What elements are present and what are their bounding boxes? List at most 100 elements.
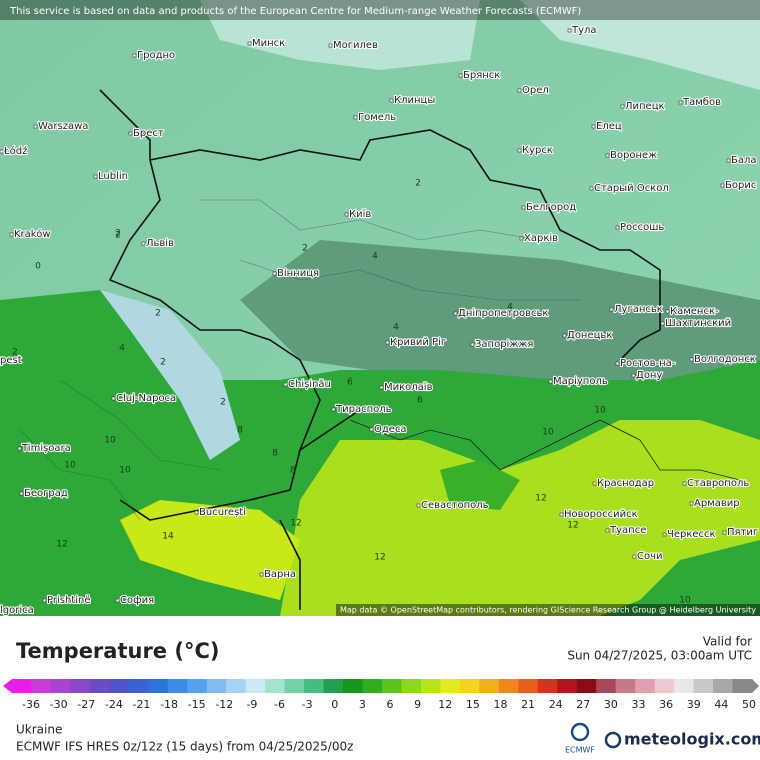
city-dot: [0, 149, 4, 154]
contour-label: 10: [679, 596, 691, 606]
city-label: Курск: [522, 145, 553, 156]
region: Ukraine: [16, 723, 62, 737]
colorbar-tick-label: 27: [576, 698, 590, 711]
city-label: Бала: [731, 155, 757, 166]
colorbar-swatch: [420, 679, 441, 693]
sea-area: [280, 420, 760, 616]
city-label: Орел: [522, 85, 549, 96]
colorbar-swatch: [265, 679, 286, 693]
city-dot: [453, 311, 458, 316]
colorbar-swatch: [557, 679, 578, 693]
city-dot: [283, 382, 288, 387]
city-dot: [470, 342, 475, 347]
city-label: Lublin: [98, 171, 128, 182]
city-label: Варна: [264, 569, 296, 580]
colorbar-swatch: [693, 679, 714, 693]
city-dot: [605, 528, 610, 533]
colorbar-swatch: [401, 679, 422, 693]
city-dot: [128, 131, 133, 136]
colorbar-swatch: [382, 679, 402, 693]
contour-label: 10: [119, 466, 131, 476]
city-label: Кривий Ріг: [390, 336, 446, 348]
brand[interactable]: meteologix.com: [624, 730, 760, 749]
city-dot: [132, 53, 137, 58]
hot-area: [120, 500, 300, 600]
city-dot: [689, 501, 694, 506]
city-dot: [720, 183, 725, 188]
mild-area: [240, 240, 760, 380]
city-label: Армавир: [694, 498, 740, 509]
contour-label: 4: [119, 344, 125, 354]
colorbar-swatch: [31, 679, 52, 693]
contour-label: 2: [115, 231, 121, 241]
contour-label: 12: [290, 519, 301, 529]
city-label: Київ: [349, 209, 371, 220]
city-label: Новороссийск: [564, 509, 638, 520]
contour-label: 6: [417, 396, 423, 406]
colorbar-tick-label: 18: [493, 698, 507, 711]
city-label: Ставрополь: [687, 478, 749, 489]
city-dot: [592, 481, 597, 486]
colorbar-swatch: [187, 679, 208, 693]
city-dot: [328, 43, 333, 48]
city-label: Шахтинский: [665, 318, 731, 329]
model-info: ECMWF IFS HRES 0z/12z (15 days) from 04/…: [16, 740, 353, 754]
colorbar-swatch: [226, 679, 247, 693]
city-dot: [548, 379, 553, 384]
colorbar-tick-label: 44: [714, 698, 728, 711]
city-label: Старый Оскол: [594, 183, 669, 194]
city-dot: [458, 73, 463, 78]
contour-label: 2: [160, 358, 166, 368]
colorbar-tick-label: -24: [105, 698, 123, 711]
city-label: pest: [0, 355, 22, 366]
colorbar-ticks: -36 -30 -27 -24 -21 -18 -15 -12 -9 -6 -3 0 3 6 9 12 15 18…: [22, 698, 756, 711]
city-dot: [344, 212, 349, 217]
city-dot: [689, 357, 694, 362]
city-label: Волгодонск: [694, 354, 756, 365]
city-dot: [660, 321, 665, 326]
colorbar-tick-label: 0: [331, 698, 338, 711]
contour-label: 12: [374, 553, 385, 563]
brand-logo[interactable]: [604, 731, 622, 749]
colorbar-tick-label: -12: [215, 698, 233, 711]
colorbar-swatch: [440, 679, 461, 693]
city-dot: [589, 186, 594, 191]
city-dot: [591, 124, 596, 129]
city-dot: [42, 598, 47, 603]
city-label: Запоріжжя: [475, 338, 533, 350]
city-label: Гомель: [358, 112, 396, 123]
colorbar-swatch: [674, 679, 695, 693]
attribution: Map data © OpenStreetMap contributors, r…: [340, 606, 756, 615]
colorbar-swatch: [635, 679, 656, 693]
valid-label: Valid for: [703, 635, 752, 649]
city-dot: [559, 512, 564, 517]
colorbar-tick-label: 50: [742, 698, 756, 711]
contour-label: 14: [162, 532, 174, 542]
header-bar: [0, 0, 760, 20]
city-label: Ростов-на-: [620, 358, 676, 369]
ecmwf-label: ECMWF: [565, 746, 595, 755]
city-label: Cluj-Napoca: [116, 393, 176, 404]
legend-title: Temperature (°C): [16, 639, 219, 663]
colorbar-swatch: [284, 679, 305, 693]
city-dot: [259, 572, 264, 577]
city-label: Краснодар: [597, 478, 654, 489]
city-label: Дніпропетровськ: [458, 307, 548, 319]
contour-label: 6: [347, 378, 353, 388]
city-label: Россошь: [620, 222, 664, 233]
colorbar-swatch: [89, 679, 110, 693]
contour-label: 10: [542, 428, 554, 438]
colorbar-swatch: [713, 679, 734, 693]
city-dot: [416, 503, 421, 508]
city-label: Миколаїв: [384, 382, 433, 393]
city-label: Пятиг: [727, 527, 758, 538]
city-label: Минск: [252, 38, 285, 49]
contour-label: 10: [64, 461, 76, 471]
colorbar-tick-label: -3: [302, 698, 313, 711]
city-dot: [615, 225, 620, 230]
colorbar-tick-label: -30: [50, 698, 68, 711]
contour-label: 4: [372, 252, 378, 262]
city-label: Timișoara: [21, 443, 71, 454]
coastline: [349, 419, 741, 481]
city-dot: [115, 598, 120, 603]
